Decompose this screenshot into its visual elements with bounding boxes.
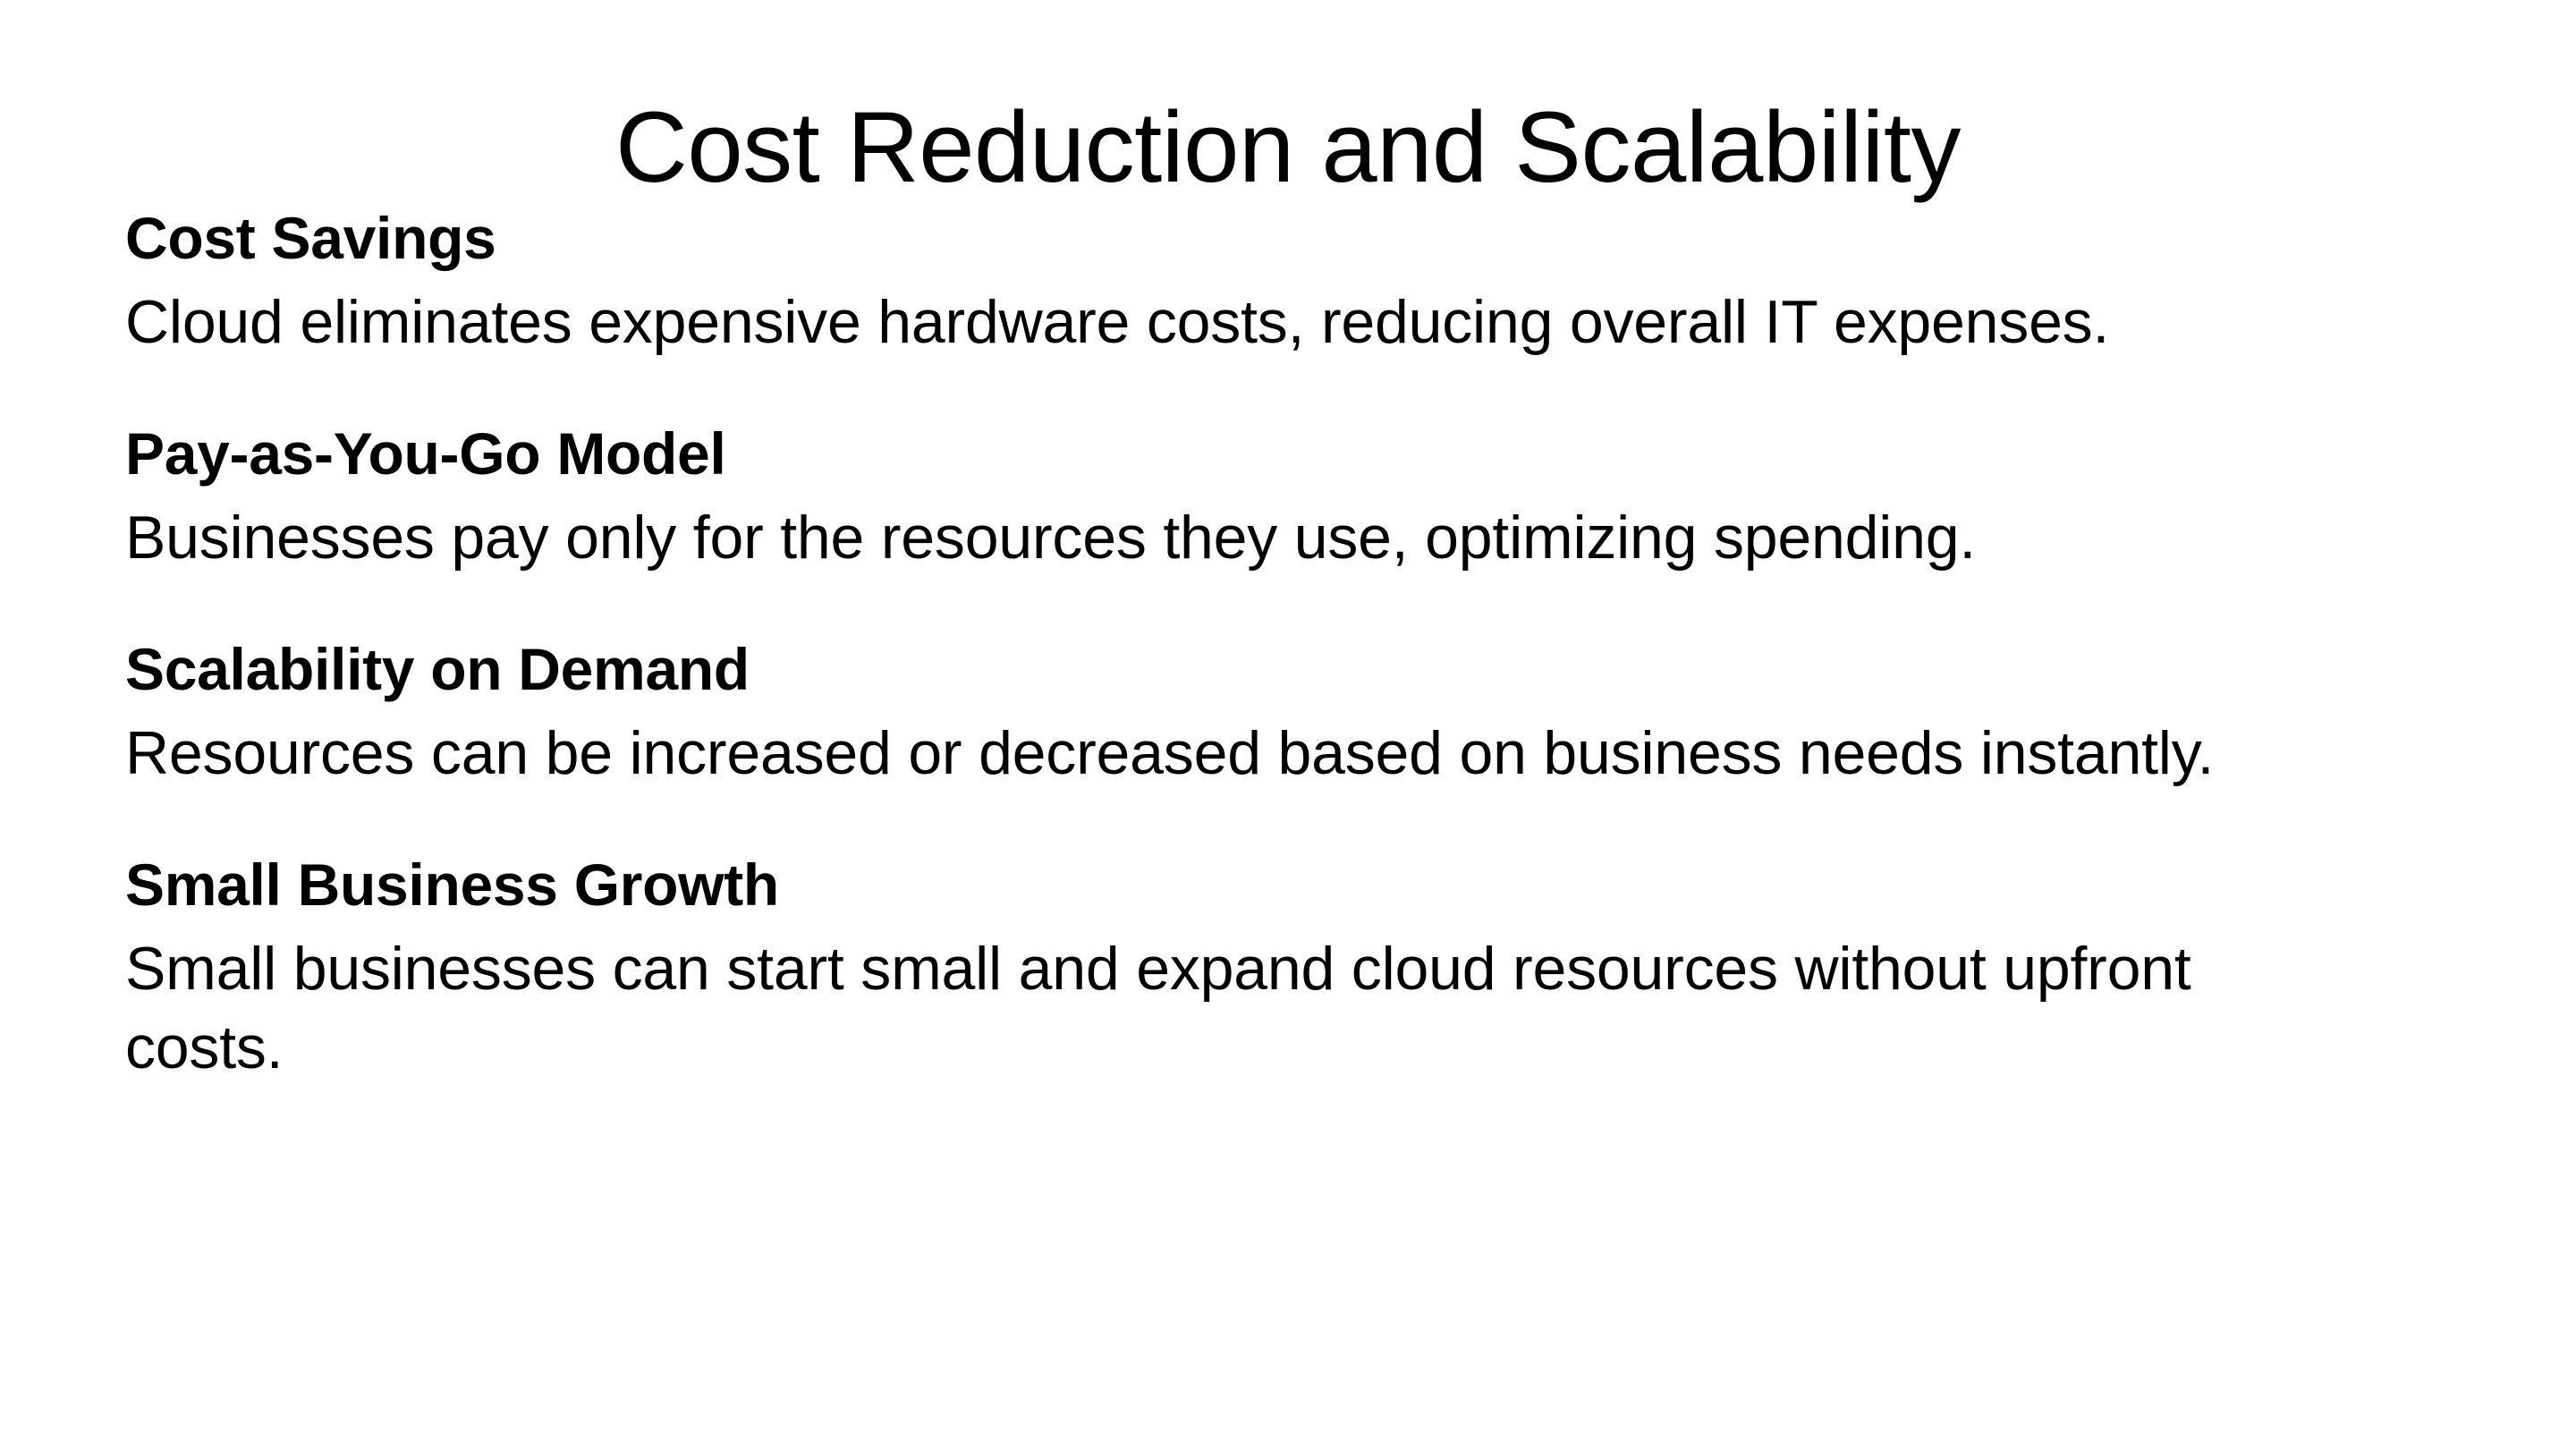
section-heading-cost-savings: Cost Savings bbox=[125, 205, 496, 271]
content-section-pay-as-you-go: Pay-as-You-Go Model Businesses pay only … bbox=[125, 416, 2469, 578]
section-body-scalability-on-demand: Resources can be increased or decreased … bbox=[125, 719, 2215, 788]
page-title: Cost Reduction and Scalability bbox=[614, 91, 1962, 204]
section-heading-pay-as-you-go: Pay-as-You-Go Model bbox=[125, 419, 726, 487]
section-body-cost-savings: Cloud eliminates expensive hardware cost… bbox=[125, 288, 2110, 357]
content-section-small-business-growth: Small Business Growth Small businesses c… bbox=[125, 847, 2469, 1088]
section-body-small-business-growth: Small businesses can start small and exp… bbox=[125, 935, 2191, 1082]
section-heading-small-business-growth: Small Business Growth bbox=[125, 851, 779, 918]
section-heading-scalability-on-demand: Scalability on Demand bbox=[125, 635, 750, 702]
content-section-scalability-on-demand: Scalability on Demand Resources can be i… bbox=[125, 631, 2469, 793]
content-section-cost-savings: Cost Savings Cloud eliminates expensive … bbox=[125, 200, 2469, 362]
section-body-pay-as-you-go: Businesses pay only for the resources th… bbox=[125, 504, 1977, 572]
slide-content-body: Cost Savings Cloud eliminates expensive … bbox=[125, 200, 2469, 1088]
